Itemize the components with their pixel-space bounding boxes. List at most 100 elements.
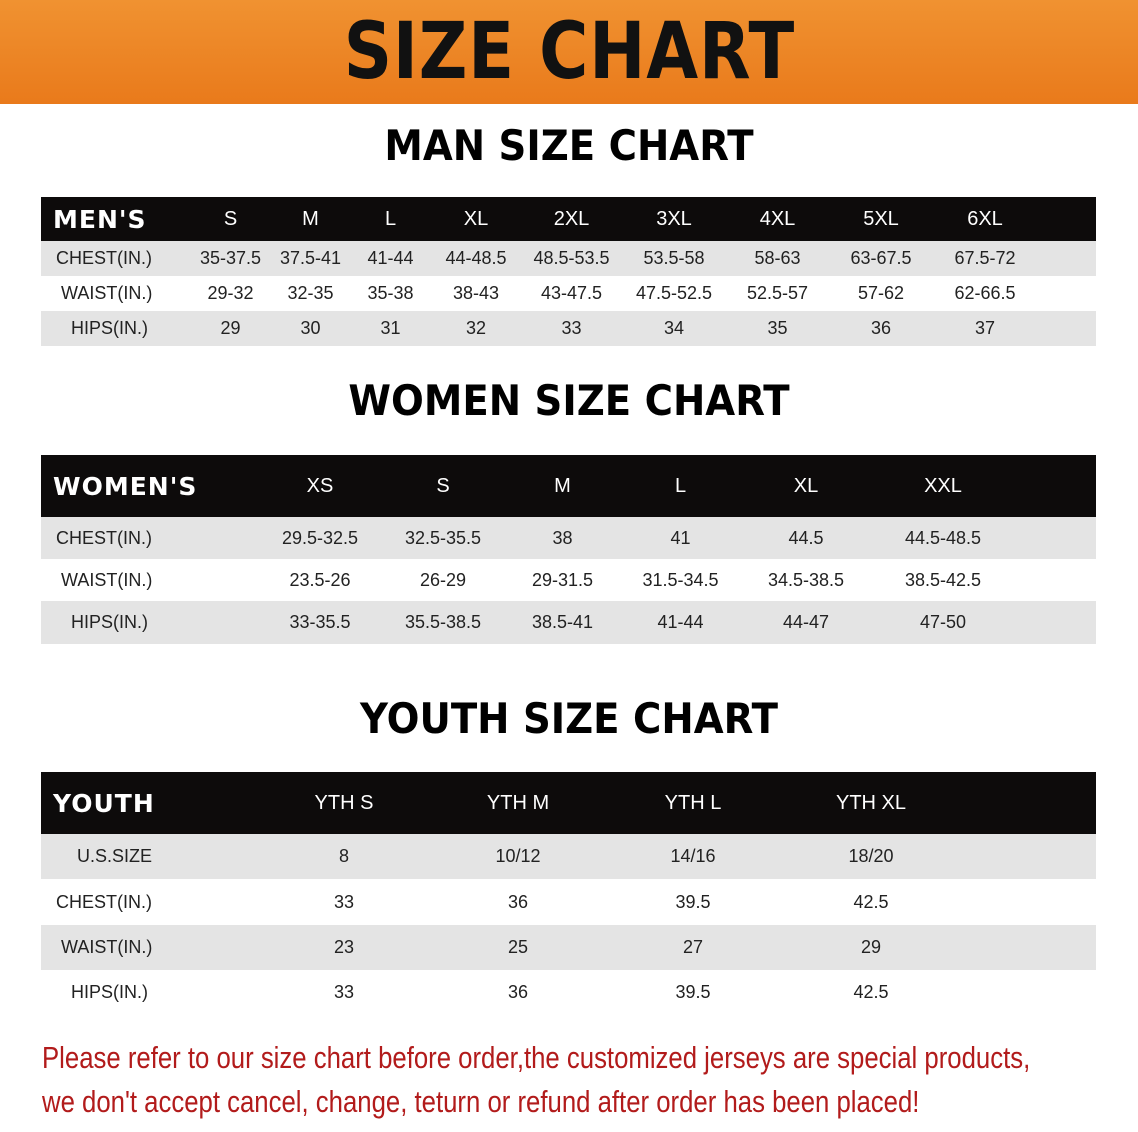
row-label: WAIST(IN.) <box>61 569 153 590</box>
table-cell: 41-44 <box>367 248 414 268</box>
table-cell: 48.5-53.5 <box>533 248 610 268</box>
row-label: CHEST(IN.) <box>56 527 152 548</box>
table-cell: 33-35.5 <box>289 612 351 632</box>
table-cell: 44-47 <box>782 612 830 632</box>
women-size-table: WOMEN'S XS S M L XL XXL CHEST(IN.) 29.5-32.5 32.5… <box>41 455 1096 644</box>
size-header-cell: M <box>554 474 571 497</box>
men-size-table: MEN'S S M L XL 2XL 3XL 4XL 5XL 6XL CHEST(IN.) 35-37… <box>41 197 1096 346</box>
table-cell: 35.5-38.5 <box>404 612 482 632</box>
table-cell: 36 <box>507 891 529 912</box>
table-title-cell: YOUTH <box>53 788 155 818</box>
row-label: WAIST(IN.) <box>61 937 153 957</box>
table-cell: 63-67.5 <box>850 248 912 268</box>
table-cell: 29 <box>860 937 882 957</box>
youth-size-table: YOUTH YTH S YTH M YTH L YTH XL U.S.SIZE 8 10/12… <box>41 772 1096 1015</box>
youth-section-title: YOUTH SIZE CHART <box>359 694 779 743</box>
row-label: U.S.SIZE <box>77 846 153 866</box>
table-cell: 41-44 <box>657 612 704 632</box>
table-cell: 47.5-52.5 <box>635 283 713 303</box>
order-notice-line: we don't accept cancel, change, teturn o… <box>42 1084 920 1119</box>
title-banner: SIZE CHART <box>0 0 1138 104</box>
table-row: HIPS(IN.) 33 36 39.5 42.5 <box>41 970 1096 1015</box>
table-cell: 30 <box>300 318 321 338</box>
table-header-row: MEN'S S M L XL 2XL 3XL 4XL 5XL 6XL <box>41 197 1096 241</box>
table-cell: 52.5-57 <box>746 283 809 303</box>
table-cell: 47-50 <box>919 612 967 632</box>
size-header-cell: YTH XL <box>835 791 907 814</box>
table-row: WAIST(IN.) 23.5-26 26-29 29-31.5 31.5-34.5 34… <box>41 559 1096 601</box>
table-row: WAIST(IN.) 23 25 27 29 <box>41 925 1096 970</box>
table-title-cell: MEN'S <box>53 204 147 234</box>
table-cell: 31.5-34.5 <box>642 569 719 590</box>
size-header-cell: YTH S <box>314 791 374 814</box>
table-row: CHEST(IN.) 33 36 39.5 42.5 <box>41 879 1096 925</box>
table-cell: 36 <box>507 982 529 1002</box>
table-cell: 42.5 <box>853 891 889 912</box>
size-header-cell: YTH M <box>486 791 550 814</box>
table-cell: 29-32 <box>207 283 254 303</box>
table-cell: 44.5-48.5 <box>904 527 982 548</box>
table-cell: 29-31.5 <box>531 569 594 590</box>
table-row: HIPS(IN.) 29 30 31 32 33 34 35 36 37 <box>41 311 1096 346</box>
size-header-cell: L <box>384 207 397 230</box>
table-row: CHEST(IN.) 35-37.5 37.5-41 41-44 44-48.5 48.5… <box>41 241 1096 276</box>
size-header-cell: 4XL <box>759 207 796 230</box>
table-cell: 33 <box>333 891 355 912</box>
table-cell: 57-62 <box>857 283 905 303</box>
table-cell: 32-35 <box>287 283 334 303</box>
table-cell: 25 <box>507 937 529 957</box>
table-cell: 37 <box>974 318 996 338</box>
size-header-cell: YTH L <box>664 791 722 814</box>
table-cell: 14/16 <box>670 846 716 866</box>
table-cell: 39.5 <box>675 982 711 1002</box>
table-cell: 34 <box>663 318 685 338</box>
size-header-cell: M <box>302 207 319 230</box>
table-cell: 44-48.5 <box>445 248 507 268</box>
size-header-cell: 6XL <box>967 207 1003 230</box>
table-row: HIPS(IN.) 33-35.5 35.5-38.5 38.5-41 41-44 44-… <box>41 601 1096 644</box>
table-cell: 42.5 <box>853 982 889 1002</box>
table-cell: 58-63 <box>754 248 801 268</box>
table-cell: 29 <box>220 318 241 338</box>
size-header-cell: XL <box>793 474 819 497</box>
table-cell: 26-29 <box>419 569 467 590</box>
table-cell: 31 <box>380 318 401 338</box>
table-cell: 38-43 <box>452 283 500 303</box>
size-header-cell: 2XL <box>553 207 590 230</box>
size-header-cell: S <box>223 207 238 230</box>
row-label: HIPS(IN.) <box>71 982 149 1002</box>
table-cell: 67.5-72 <box>954 248 1016 268</box>
table-cell: 23.5-26 <box>289 569 351 590</box>
table-cell: 27 <box>682 937 704 957</box>
table-cell: 10/12 <box>495 846 541 866</box>
table-cell: 33 <box>561 318 582 338</box>
table-cell: 34.5-38.5 <box>767 569 845 590</box>
size-header-cell: 5XL <box>863 207 899 230</box>
table-cell: 23 <box>333 937 355 957</box>
size-header-cell: 3XL <box>656 207 692 230</box>
table-cell: 38 <box>552 527 573 548</box>
table-header-row: YOUTH YTH S YTH M YTH L YTH XL <box>41 772 1096 834</box>
row-label: WAIST(IN.) <box>61 283 153 303</box>
table-cell: 39.5 <box>675 891 711 912</box>
table-cell: 32 <box>465 318 487 338</box>
table-row: WAIST(IN.) 29-32 32-35 35-38 38-43 43-47.5 47.… <box>41 276 1096 311</box>
order-notice: Please refer to our size chart before or… <box>42 1036 1031 1124</box>
table-cell: 38.5-41 <box>531 612 594 632</box>
table-cell: 62-66.5 <box>954 283 1016 303</box>
table-cell: 8 <box>338 846 349 866</box>
table-title-cell: WOMEN'S <box>53 471 198 501</box>
page-title: SIZE CHART <box>343 7 795 97</box>
table-cell: 44.5 <box>788 527 824 548</box>
table-header-row: WOMEN'S XS S M L XL XXL <box>41 455 1096 517</box>
order-notice-line: Please refer to our size chart before or… <box>42 1040 1031 1075</box>
table-cell: 36 <box>870 318 892 338</box>
table-row: CHEST(IN.) 29.5-32.5 32.5-35.5 38 41 44.5 44.5… <box>41 517 1096 559</box>
table-cell: 29.5-32.5 <box>281 527 359 548</box>
size-header-cell: XS <box>306 474 334 497</box>
row-label: HIPS(IN.) <box>71 612 149 632</box>
row-label: HIPS(IN.) <box>71 318 149 338</box>
table-cell: 35-38 <box>367 283 414 303</box>
table-cell: 33 <box>333 982 355 1002</box>
